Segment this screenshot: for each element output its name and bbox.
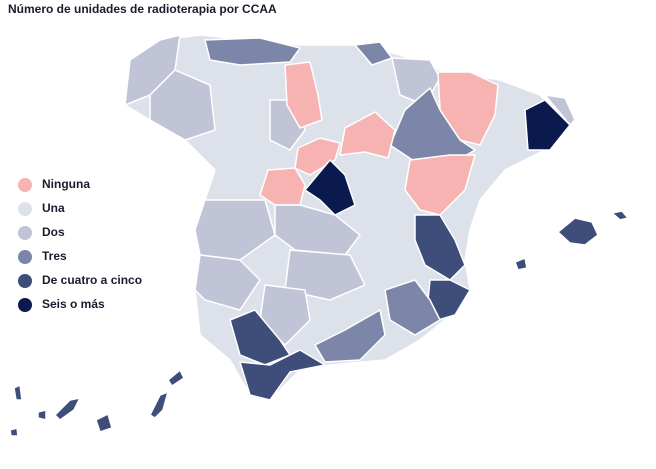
province xyxy=(544,94,576,126)
province xyxy=(284,61,323,129)
province xyxy=(239,349,326,401)
province xyxy=(149,391,169,419)
province xyxy=(54,397,81,421)
province xyxy=(404,154,476,216)
province xyxy=(314,309,386,363)
province xyxy=(524,99,571,151)
province xyxy=(274,204,361,256)
province xyxy=(414,214,466,281)
province xyxy=(194,254,261,311)
provinces xyxy=(9,34,629,437)
legend-swatch xyxy=(18,274,32,288)
province xyxy=(9,427,19,437)
province xyxy=(37,409,47,421)
province xyxy=(284,249,366,301)
legend-swatch xyxy=(18,298,32,312)
legend-label: Una xyxy=(42,201,65,215)
legend-swatch xyxy=(18,250,32,264)
legend-swatch xyxy=(18,226,32,240)
province xyxy=(557,217,599,246)
province xyxy=(167,369,185,387)
province xyxy=(514,257,528,271)
province xyxy=(304,159,356,216)
province xyxy=(384,279,441,336)
province xyxy=(149,69,216,141)
province xyxy=(13,384,23,401)
legend-swatch xyxy=(18,178,32,192)
province xyxy=(339,111,396,159)
legend: Ninguna Una Dos Tres De cuatro a cinco Seis o… xyxy=(18,177,142,312)
province xyxy=(95,413,113,433)
legend-label: Dos xyxy=(42,225,65,239)
province xyxy=(611,210,629,221)
map-title: Número de unidades de radioterapia por C… xyxy=(8,2,277,16)
province xyxy=(389,87,476,166)
province xyxy=(259,167,306,206)
legend-label: Seis o más xyxy=(42,297,105,311)
legend-label: Tres xyxy=(42,249,67,263)
province xyxy=(204,37,301,66)
legend-label: Ninguna xyxy=(42,177,90,191)
legend-label: De cuatro a cinco xyxy=(42,273,142,287)
legend-swatch xyxy=(18,202,32,216)
